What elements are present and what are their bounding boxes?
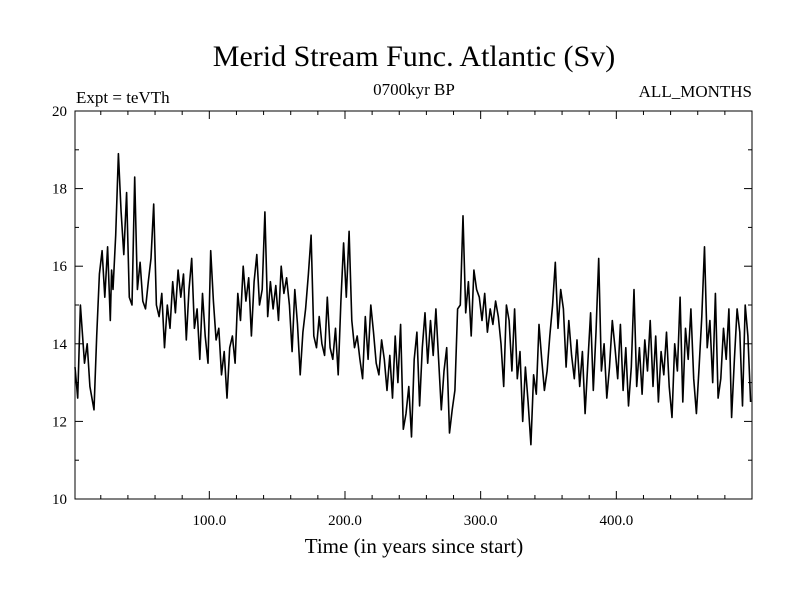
x-axis-label: Time (in years since start) bbox=[305, 534, 524, 558]
y-tick-label: 20 bbox=[52, 104, 67, 120]
x-tick-label: 200.0 bbox=[328, 513, 362, 529]
months-label: ALL_MONTHS bbox=[639, 82, 752, 101]
chart-subtitle: 0700kyr BP bbox=[373, 80, 455, 99]
x-tick-label: 400.0 bbox=[599, 513, 633, 529]
experiment-label: Expt = teVTh bbox=[76, 88, 170, 107]
x-tick-label: 100.0 bbox=[192, 513, 226, 529]
x-tick-label: 300.0 bbox=[464, 513, 498, 529]
y-tick-label: 10 bbox=[52, 492, 67, 508]
y-tick-label: 12 bbox=[52, 414, 67, 430]
data-line bbox=[74, 152, 752, 446]
chart-title: Merid Stream Func. Atlantic (Sv) bbox=[213, 40, 615, 73]
y-tick-label: 14 bbox=[52, 337, 68, 353]
y-tick-label: 16 bbox=[52, 259, 68, 275]
y-tick-label: 18 bbox=[52, 182, 67, 198]
y-axis: 10 12 14 16 18 20 bbox=[52, 104, 752, 508]
x-axis: 100.0 200.0 300.0 400.0 bbox=[100, 111, 753, 529]
